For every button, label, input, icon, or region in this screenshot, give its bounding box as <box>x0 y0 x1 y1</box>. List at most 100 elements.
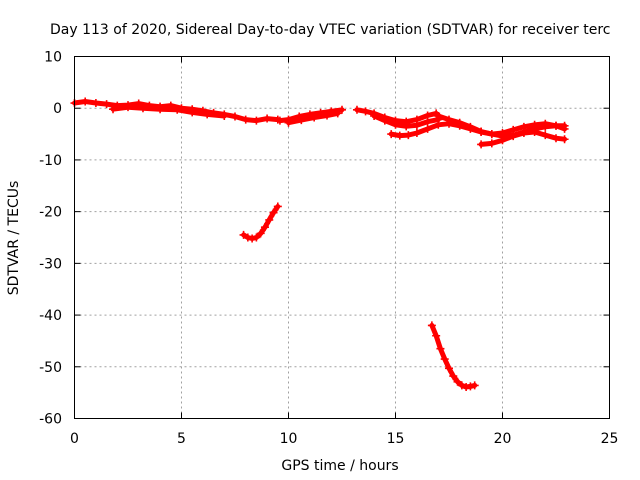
data-point <box>470 381 479 390</box>
data-point <box>487 130 496 139</box>
data-point <box>498 136 507 145</box>
x-tick-label: 15 <box>387 431 405 447</box>
x-axis-label: GPS time / hours <box>281 458 398 474</box>
data-point <box>541 119 550 128</box>
data-point <box>265 215 274 224</box>
data-point <box>530 128 539 137</box>
data-point <box>239 230 248 239</box>
data-point <box>466 382 475 391</box>
x-tick-label: 20 <box>494 431 512 447</box>
data-point <box>519 129 528 138</box>
data-point <box>457 381 466 390</box>
data-point <box>102 100 111 109</box>
data-point <box>361 107 370 116</box>
x-tick-label: 10 <box>280 431 298 447</box>
y-tick-label: -60 <box>39 412 62 428</box>
y-tick-label: -30 <box>39 256 62 272</box>
data-point <box>380 116 389 125</box>
data-point <box>560 135 569 144</box>
data-point <box>269 208 278 217</box>
data-point <box>273 202 282 211</box>
data-point <box>445 364 453 373</box>
data-point <box>445 115 453 124</box>
data-point <box>338 105 346 114</box>
data-point <box>427 321 436 330</box>
data-point <box>333 109 342 118</box>
data-point <box>412 121 421 130</box>
data-point <box>466 122 475 131</box>
data-point <box>81 97 90 106</box>
data-point <box>109 105 118 114</box>
y-tick-label: -20 <box>39 205 62 221</box>
data-point <box>138 104 147 113</box>
data-point <box>203 110 212 119</box>
y-tick-label: -40 <box>39 308 62 324</box>
series-arc-1b <box>109 103 229 120</box>
series-arc-8 <box>427 321 479 391</box>
plot-frame <box>74 56 610 419</box>
data-point <box>434 120 443 129</box>
data-point <box>530 120 539 129</box>
data-point <box>440 355 449 364</box>
data-point <box>453 377 462 386</box>
y-tick-label: 0 <box>53 101 62 117</box>
data-point <box>412 129 421 138</box>
data-point <box>391 120 400 129</box>
data-point <box>248 234 257 243</box>
data-point <box>263 114 272 123</box>
data-point <box>455 118 464 127</box>
data-point <box>387 130 396 139</box>
data-point <box>231 112 239 121</box>
data-point <box>124 103 132 112</box>
data-point <box>220 111 229 120</box>
data-point <box>487 139 496 148</box>
axis-ticks: 0 5 10 15 20 25 10 0 -10 -20 -30 -40 -50 -60 <box>39 50 618 448</box>
y-tick-label: -50 <box>39 360 62 376</box>
data-point <box>395 131 404 140</box>
data-point <box>256 229 265 238</box>
data-point <box>477 140 486 149</box>
data-point <box>91 99 100 108</box>
data-point <box>449 372 458 381</box>
data-point <box>509 132 518 141</box>
data-point <box>297 116 306 125</box>
series-arc-2b <box>284 109 342 127</box>
data-point <box>423 117 432 126</box>
data-point <box>352 105 361 114</box>
data-point <box>552 134 560 143</box>
data-point <box>260 223 269 232</box>
data-point <box>188 108 197 117</box>
data-point <box>434 111 443 120</box>
data-point <box>252 233 261 242</box>
data-point <box>173 105 182 114</box>
series-arc-6 <box>477 128 569 149</box>
data-point <box>284 118 293 127</box>
data-point <box>156 105 165 114</box>
y-tick-label: 10 <box>44 50 62 66</box>
data-point <box>275 116 284 125</box>
data-point <box>310 113 319 122</box>
data-point <box>402 122 411 131</box>
x-tick-label: 25 <box>601 431 619 447</box>
data-point <box>552 121 560 130</box>
data-point <box>432 331 441 340</box>
data-point <box>404 131 413 140</box>
data-point <box>241 115 250 124</box>
data-point <box>243 233 252 242</box>
data-series <box>70 97 569 391</box>
series-arc-7 <box>239 202 282 243</box>
chart-title: Day 113 of 2020, Sidereal Day-to-day VTE… <box>50 22 610 38</box>
data-point <box>323 111 332 120</box>
data-point <box>560 124 569 133</box>
data-point <box>498 129 507 138</box>
data-point <box>252 116 261 125</box>
data-point <box>541 131 550 140</box>
y-tick-label: -10 <box>39 153 62 169</box>
data-point <box>436 344 445 353</box>
x-tick-label: 0 <box>70 431 79 447</box>
data-point <box>370 111 379 120</box>
x-tick-label: 5 <box>177 431 186 447</box>
y-axis-label: SDTVAR / TECUs <box>6 181 22 296</box>
data-point <box>477 127 486 136</box>
